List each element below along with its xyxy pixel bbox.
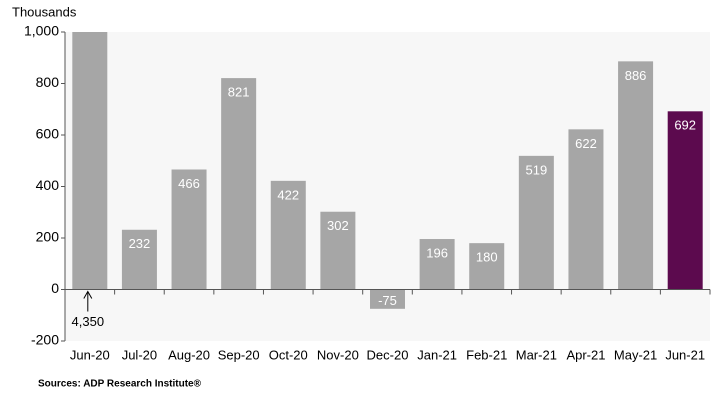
bar	[518, 155, 554, 290]
value-label: 821	[228, 85, 250, 100]
bar	[320, 211, 356, 290]
x-tick-label: May-21	[614, 347, 657, 362]
y-tick-label: 0	[51, 280, 59, 296]
value-label: 302	[327, 218, 349, 233]
annotation-arrowhead	[83, 290, 93, 299]
x-tick-label: Jun-20	[70, 347, 110, 362]
bar	[419, 239, 455, 290]
value-label: 232	[129, 236, 151, 251]
x-tick-label: Sep-20	[218, 347, 260, 362]
y-tick-label: 800	[36, 74, 60, 90]
value-label: 196	[426, 245, 448, 260]
value-label: 4,350	[72, 314, 105, 329]
bar	[171, 169, 207, 290]
x-tick-label: Feb-21	[466, 347, 507, 362]
bar	[469, 243, 505, 290]
x-tick-label: Jun-21	[665, 347, 705, 362]
y-tick-label: 600	[36, 126, 60, 142]
y-tick-label: 200	[36, 229, 60, 245]
y-tick-label: 400	[36, 177, 60, 193]
bar	[618, 61, 654, 290]
x-tick-label: Nov-20	[317, 347, 359, 362]
x-tick-label: Aug-20	[168, 347, 210, 362]
source: Sources: ADP Research Institute®	[38, 379, 202, 390]
value-label: 180	[476, 250, 498, 265]
x-tick-label: Jan-21	[417, 347, 457, 362]
x-tick-label: Jul-20	[122, 347, 157, 362]
bar	[221, 78, 257, 290]
x-tick-label: Apr-21	[566, 347, 605, 362]
value-label: 466	[178, 176, 200, 191]
y-tick-label: -200	[31, 332, 59, 348]
x-tick-label: Oct-20	[269, 347, 308, 362]
x-tick-label: Dec-20	[367, 347, 409, 362]
bar	[667, 111, 703, 290]
bar	[370, 289, 405, 309]
bar	[72, 32, 108, 290]
value-label: 422	[277, 187, 299, 202]
value-label: 519	[525, 162, 547, 177]
bar	[270, 180, 306, 290]
x-tick-label: Mar-21	[516, 347, 557, 362]
value-label: 886	[625, 68, 647, 83]
y-axis-label: Thousands	[12, 4, 77, 19]
y-tick-label: 1,000	[24, 23, 59, 39]
value-label: -75	[378, 293, 397, 308]
value-label: 622	[575, 136, 597, 151]
value-label: 692	[674, 118, 696, 133]
bar	[121, 229, 157, 290]
bar	[568, 129, 604, 290]
